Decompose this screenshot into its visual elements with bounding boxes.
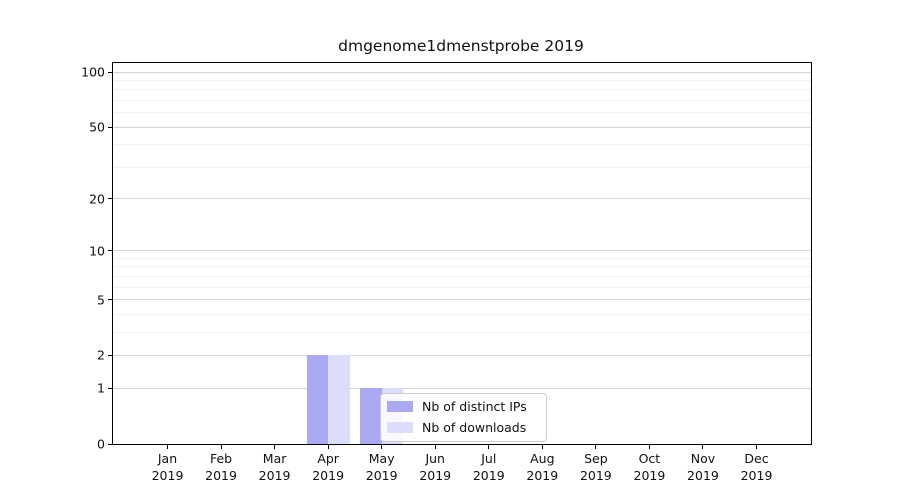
y-gridline-minor-3: [113, 331, 811, 333]
y-gridline-minor-60: [113, 112, 811, 114]
y-gridline-major-50: [113, 126, 811, 128]
x-tick-mark-aug: [541, 445, 543, 449]
x-tick-mark-jun: [434, 445, 436, 449]
x-tick-label-dec: Dec 2019: [741, 451, 773, 485]
x-tick-label-month: May: [368, 451, 395, 466]
x-tick-label-month: Sep: [584, 451, 608, 466]
y-tick-mark-2: [108, 354, 112, 356]
chart-title: dmgenome1dmenstprobe 2019: [338, 37, 584, 55]
y-tick-mark-100: [108, 71, 112, 73]
x-tick-label-may: May 2019: [366, 451, 398, 485]
plot-area: Nb of distinct IPs Nb of downloads 0 1 2 5 10…: [81, 62, 812, 483]
x-tick-label-year: 2019: [312, 467, 345, 483]
x-tick-label-jun: Jun 2019: [419, 451, 451, 485]
x-tick-mark-sep: [595, 445, 597, 449]
legend-label-nb-of-distinct-ips: Nb of distinct IPs: [422, 399, 527, 414]
y-gridline-minor-30: [113, 166, 811, 168]
y-gridline-major-10: [113, 250, 811, 252]
y-tick-mark-1: [108, 387, 112, 389]
y-tick-label-100: 100: [81, 64, 105, 80]
x-tick-mark-jul: [488, 445, 490, 449]
x-tick-label-month: Jun: [425, 451, 445, 466]
y-tick-mark-20: [108, 198, 112, 200]
y-gridline-minor-70: [113, 99, 811, 101]
y-gridline-minor-8: [113, 266, 811, 268]
y-gridline-minor-7: [113, 275, 811, 277]
x-tick-label-month: Apr: [317, 451, 339, 466]
y-tick-mark-50: [108, 126, 112, 128]
x-tick-mark-feb: [220, 445, 222, 449]
x-tick-label-year: 2019: [526, 467, 559, 483]
y-gridline-minor-40: [113, 144, 811, 146]
legend-swatch-nb-of-distinct-ips: [387, 401, 413, 412]
y-gridline-major-1: [113, 387, 811, 389]
x-tick-mark-dec: [756, 445, 757, 449]
x-tick-label-month: Feb: [209, 451, 233, 466]
x-tick-label-month: Jul: [481, 451, 497, 466]
y-tick-label-10: 10: [89, 243, 105, 259]
x-tick-label-year: 2019: [687, 467, 719, 483]
y-gridline-minor-9: [113, 257, 811, 259]
x-tick-label-sep: Sep 2019: [580, 451, 612, 485]
y-gridline-major-100: [113, 71, 811, 73]
x-tick-label-aug: Aug 2019: [526, 451, 558, 485]
bar-nb-of-downloads-apr: [328, 355, 350, 444]
y-tick-mark-5: [108, 299, 112, 301]
x-tick-label-jan: Jan 2019: [152, 451, 184, 485]
y-gridline-major-20: [113, 198, 811, 200]
legend-row-nb-of-downloads: Nb of downloads: [387, 420, 539, 435]
x-tick-mark-may: [381, 445, 383, 449]
y-tick-label-1: 1: [97, 380, 105, 396]
y-gridline-minor-80: [113, 89, 811, 91]
x-tick-label-year: 2019: [205, 467, 237, 483]
x-tick-label-mar: Mar 2019: [259, 451, 291, 485]
x-tick-label-month: Jan: [157, 451, 178, 466]
y-tick-label-50: 50: [89, 119, 105, 135]
x-tick-label-month: Oct: [638, 451, 661, 466]
x-tick-label-year: 2019: [633, 467, 666, 483]
x-tick-mark-nov: [702, 445, 704, 449]
bar-nb-of-distinct-ips-may: [360, 388, 382, 444]
x-tick-label-month: Mar: [262, 451, 287, 466]
x-tick-label-month: Dec: [744, 451, 769, 466]
x-tick-label-year: 2019: [740, 467, 773, 483]
y-tick-label-2: 2: [97, 347, 105, 363]
x-tick-label-year: 2019: [579, 467, 612, 483]
x-tick-mark-mar: [274, 445, 276, 449]
y-gridline-minor-6: [113, 286, 811, 288]
y-tick-mark-0: [108, 443, 112, 445]
x-tick-mark-oct: [648, 445, 650, 449]
x-tick-label-year: 2019: [365, 467, 398, 483]
y-tick-label-5: 5: [97, 292, 105, 308]
x-tick-mark-jan: [167, 445, 168, 449]
y-tick-mark-10: [108, 250, 112, 252]
x-tick-label-year: 2019: [419, 467, 452, 483]
x-tick-label-month: Aug: [530, 451, 555, 466]
x-tick-mark-apr: [327, 445, 329, 449]
y-gridline-minor-90: [113, 79, 811, 81]
x-tick-label-nov: Nov 2019: [687, 451, 719, 485]
x-tick-label-month: Nov: [690, 451, 716, 466]
x-tick-label-year: 2019: [472, 467, 505, 483]
x-tick-label-year: 2019: [151, 467, 184, 483]
x-tick-label-feb: Feb 2019: [205, 451, 237, 485]
legend-row-nb-of-distinct-ips: Nb of distinct IPs: [387, 399, 539, 414]
legend-label-nb-of-downloads: Nb of downloads: [422, 420, 527, 435]
y-gridline-major-2: [113, 354, 811, 356]
legend: Nb of distinct IPs Nb of downloads: [380, 393, 547, 442]
legend-swatch-nb-of-downloads: [387, 422, 413, 433]
y-tick-label-0: 0: [97, 436, 105, 452]
y-gridline-major-5: [113, 299, 811, 301]
x-tick-label-year: 2019: [258, 467, 291, 483]
x-tick-label-apr: Apr 2019: [312, 451, 344, 485]
y-tick-label-20: 20: [89, 191, 105, 207]
x-tick-label-oct: Oct 2019: [634, 451, 666, 485]
x-tick-label-jul: Jul 2019: [473, 451, 505, 485]
y-gridline-minor-4: [113, 313, 811, 315]
bar-nb-of-distinct-ips-apr: [306, 355, 329, 444]
